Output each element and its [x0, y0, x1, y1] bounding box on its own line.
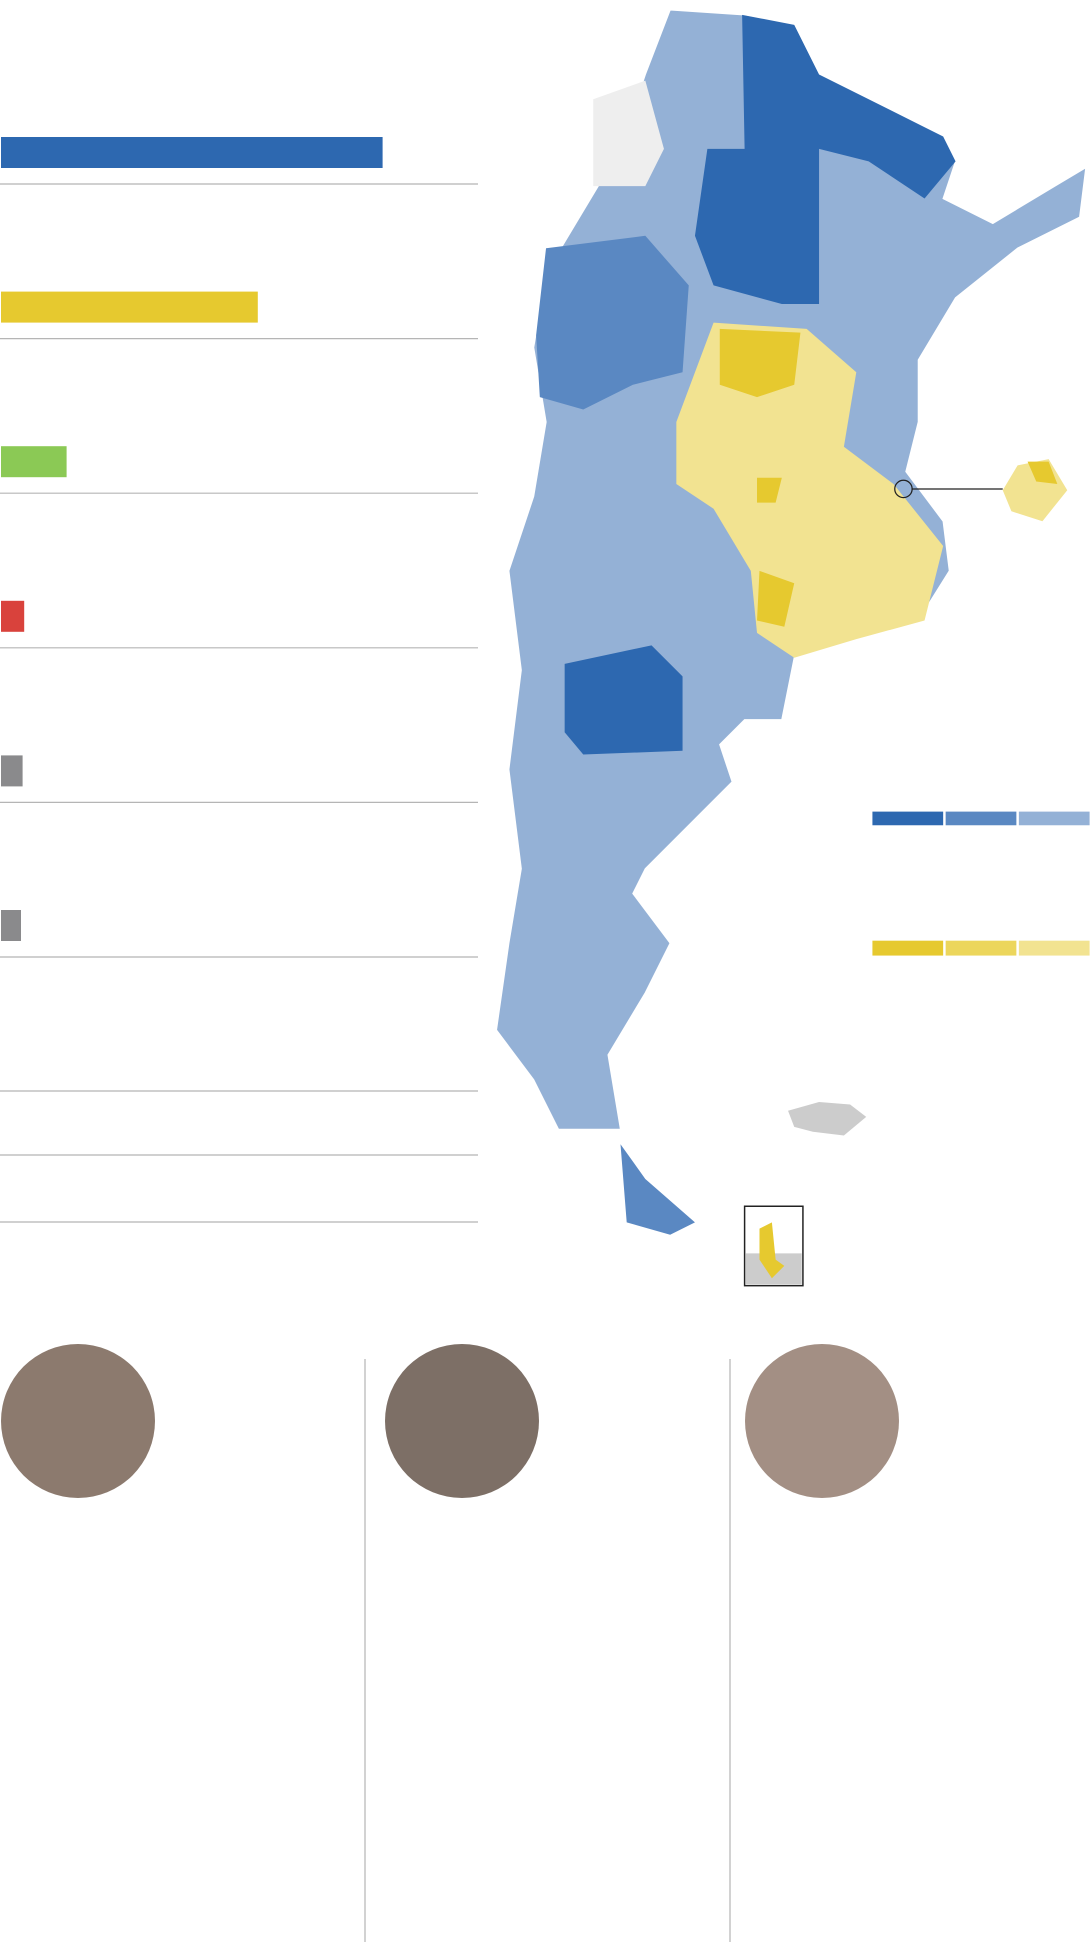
bar [1, 137, 383, 168]
map-region-gray [593, 80, 664, 187]
bar-chart [0, 137, 478, 958]
map-region-dark [564, 645, 683, 755]
legend-swatch [945, 811, 1017, 826]
map-region-dark [694, 14, 956, 305]
map-region-mid [620, 1144, 695, 1235]
map-region-yellow [676, 322, 944, 658]
map-region-mid [536, 235, 689, 410]
candidate-photo [745, 1344, 899, 1498]
map-islands [788, 1102, 867, 1136]
bar [1, 291, 258, 323]
legend [872, 811, 1090, 956]
legend-swatch [872, 940, 944, 956]
map-zoom-area [1027, 461, 1058, 484]
bar [1, 755, 23, 787]
candidate-photo [1, 1344, 155, 1498]
legend-swatch [872, 811, 944, 826]
map [495, 9, 1090, 1287]
legend-swatch [1018, 811, 1090, 826]
candidate-photo [385, 1344, 539, 1498]
legend-swatch [1018, 940, 1090, 956]
bar [1, 446, 67, 478]
map-inset-region [759, 1222, 785, 1279]
legend-swatch [945, 940, 1017, 956]
bar [1, 600, 25, 632]
bar [1, 910, 21, 941]
candidates [1, 1344, 899, 1942]
map-region-yellow-dark [719, 328, 801, 627]
